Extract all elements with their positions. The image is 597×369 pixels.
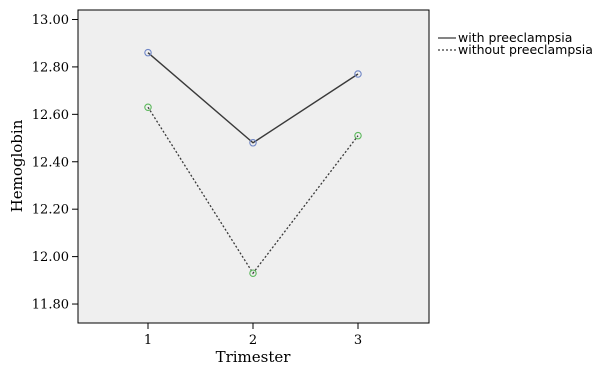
data-point xyxy=(354,70,362,78)
x-axis-title: Trimester xyxy=(216,348,292,366)
y-axis: 11.80 12.00 12.20 12.40 12.60 12.80 13.00 xyxy=(32,13,78,313)
y-tick-label: 11.80 xyxy=(32,298,69,313)
data-point xyxy=(249,139,257,147)
data-point xyxy=(249,269,257,277)
series-line xyxy=(147,106,359,275)
y-tick-label: 12.20 xyxy=(32,203,69,218)
data-point xyxy=(354,131,362,140)
series-line xyxy=(147,52,359,144)
data-point xyxy=(144,103,152,111)
legend-label: without preeclampsia xyxy=(458,42,593,57)
y-tick-label: 12.00 xyxy=(32,250,69,265)
series-2 xyxy=(144,103,362,277)
data-point xyxy=(144,48,152,57)
y-axis-title: Hemoglobin xyxy=(8,119,26,212)
x-tick-label: 2 xyxy=(249,333,257,348)
y-tick-label: 12.60 xyxy=(32,108,69,123)
y-tick-label: 13.00 xyxy=(32,13,69,28)
legend-label: with preeclampsia xyxy=(458,30,572,45)
y-tick-label: 12.80 xyxy=(32,60,69,75)
x-tick-label: 3 xyxy=(354,333,362,348)
series-1 xyxy=(144,48,362,147)
y-tick-label: 12.40 xyxy=(32,155,69,170)
series-layer xyxy=(144,48,362,277)
x-axis: 1 2 3 xyxy=(144,323,362,348)
x-tick-label: 1 xyxy=(144,333,152,348)
plot-area xyxy=(77,9,430,324)
